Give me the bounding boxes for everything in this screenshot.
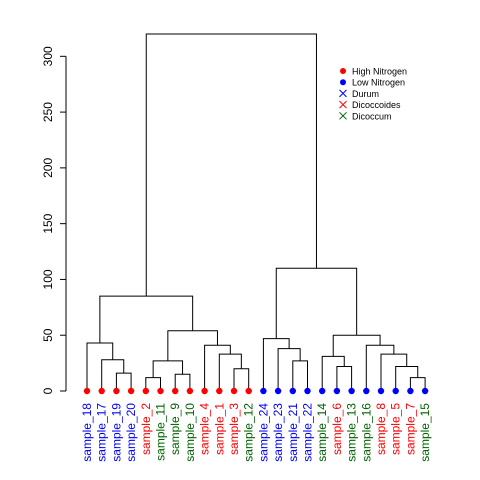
dendrogram-branch bbox=[292, 360, 308, 391]
leaf-point bbox=[142, 387, 149, 395]
y-axis: 0 50 100 150 200 250 300 bbox=[41, 46, 67, 394]
leaf-point bbox=[113, 387, 120, 395]
leaf-point bbox=[172, 387, 179, 395]
leaf-point bbox=[201, 387, 208, 395]
legend-label: Dicoccoides bbox=[352, 100, 401, 110]
leaf-label: sample_22 bbox=[301, 403, 315, 462]
dendrogram-branch bbox=[174, 373, 191, 391]
y-tick-label: 0 bbox=[41, 387, 55, 394]
dendrogram-branch bbox=[115, 372, 132, 391]
leaf-point bbox=[260, 387, 267, 395]
dendrogram-branch bbox=[152, 360, 184, 378]
leaf-point bbox=[392, 387, 399, 395]
leaf-point bbox=[421, 387, 429, 395]
leaf-point bbox=[230, 387, 238, 395]
leaf-label: sample_15 bbox=[418, 403, 432, 462]
dendrogram-branch bbox=[99, 295, 194, 344]
leaf-point bbox=[274, 387, 282, 395]
leaf-point bbox=[127, 387, 135, 395]
dendrogram-branch bbox=[101, 359, 125, 391]
legend-label: Dicoccum bbox=[352, 111, 392, 121]
y-tick-label: 250 bbox=[41, 102, 55, 122]
leaf-label: sample_24 bbox=[256, 403, 270, 462]
y-tick-label: 150 bbox=[41, 213, 55, 233]
leaf-label: sample_6 bbox=[330, 403, 344, 455]
y-tick-label: 300 bbox=[41, 46, 55, 66]
leaf-point bbox=[333, 387, 341, 395]
dendrogram-branch bbox=[262, 338, 290, 391]
leaf-label: sample_10 bbox=[183, 403, 197, 462]
dendrogram-branch bbox=[336, 365, 353, 391]
legend-cross bbox=[339, 89, 347, 98]
dendrogram-branch bbox=[218, 353, 242, 391]
leaf-label: sample_21 bbox=[286, 403, 300, 462]
leaf-label: sample_17 bbox=[95, 403, 109, 462]
leaf-label: sample_9 bbox=[168, 403, 182, 455]
leaf-label: sample_14 bbox=[315, 403, 329, 462]
leaf-labels: sample_18 sample_17 sample_19 sample_20 samp… bbox=[80, 403, 432, 462]
legend-dot bbox=[340, 68, 346, 74]
leaf-point bbox=[157, 387, 164, 395]
y-tick-label: 50 bbox=[41, 328, 55, 342]
dendrogram-branch bbox=[145, 33, 317, 297]
leaf-label: sample_5 bbox=[389, 403, 403, 455]
dendrogram-branch bbox=[380, 353, 408, 391]
leaf-points bbox=[83, 387, 429, 395]
dendrogram-branch bbox=[204, 344, 231, 391]
leaf-point bbox=[98, 387, 105, 395]
leaf-point bbox=[363, 387, 370, 395]
dendrogram-branch bbox=[332, 334, 381, 357]
leaf-label: sample_2 bbox=[139, 403, 153, 455]
leaf-label: sample_19 bbox=[109, 403, 123, 462]
leaf-point bbox=[216, 387, 223, 395]
legend-dot bbox=[340, 79, 346, 86]
leaf-point bbox=[348, 387, 355, 395]
y-tick-label: 200 bbox=[41, 158, 55, 178]
dendrogram-branch bbox=[395, 365, 419, 391]
dendrogram-branch bbox=[275, 267, 358, 339]
leaf-point bbox=[245, 387, 252, 395]
dendrogram-branch bbox=[365, 344, 395, 391]
leaf-label: sample_18 bbox=[80, 403, 94, 462]
leaf-label: sample_4 bbox=[198, 403, 212, 455]
leaf-point bbox=[407, 387, 414, 395]
leaf-point bbox=[186, 387, 194, 395]
leaf-point bbox=[304, 387, 311, 395]
legend-cross bbox=[339, 100, 347, 109]
dendrogram-branch bbox=[233, 368, 250, 391]
leaf-label: sample_7 bbox=[403, 403, 417, 455]
leaf-label: sample_20 bbox=[124, 403, 138, 462]
dendrogram-branch bbox=[321, 355, 345, 391]
leaf-label: sample_8 bbox=[374, 403, 388, 455]
dendrogram-branch bbox=[86, 342, 114, 391]
dendrogram-branch bbox=[277, 348, 301, 391]
leaf-label: sample_16 bbox=[359, 403, 373, 462]
legend-label: Durum bbox=[352, 89, 379, 99]
leaf-label: sample_3 bbox=[227, 403, 241, 455]
leaf-point bbox=[289, 387, 296, 395]
dendrogram-branches bbox=[86, 33, 426, 391]
leaf-label: sample_13 bbox=[345, 403, 359, 462]
legend-label: Low Nitrogen bbox=[352, 78, 405, 88]
leaf-label: sample_11 bbox=[154, 403, 168, 461]
legend-label: High Nitrogen bbox=[352, 67, 407, 77]
leaf-label: sample_12 bbox=[242, 403, 256, 462]
dendrogram-branch bbox=[167, 330, 218, 361]
leaf-label: sample_23 bbox=[271, 403, 285, 462]
y-tick-label: 100 bbox=[41, 269, 55, 289]
legend-cross bbox=[339, 111, 347, 120]
leaf-point bbox=[377, 387, 385, 395]
leaf-point bbox=[319, 387, 326, 395]
leaf-point bbox=[83, 387, 91, 395]
leaf-label: sample_1 bbox=[212, 403, 226, 455]
